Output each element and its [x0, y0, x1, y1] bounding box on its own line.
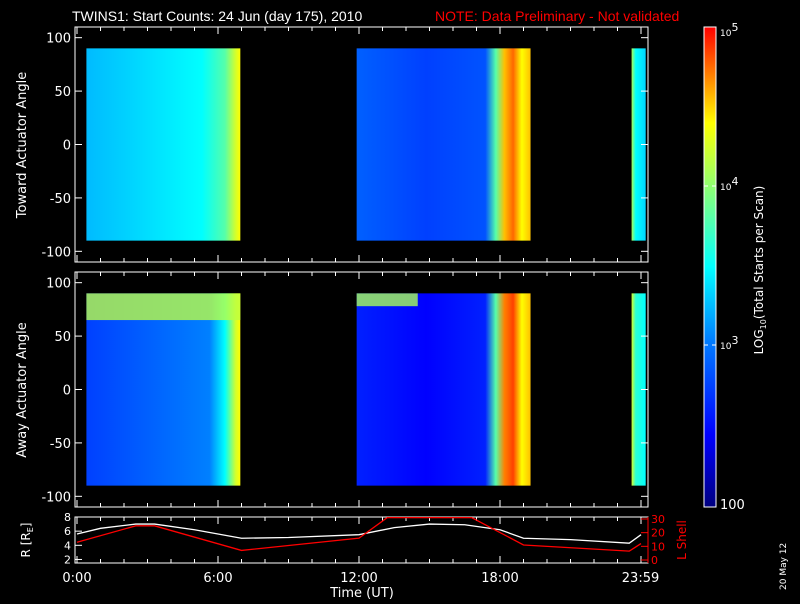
y-tick-label: 50 — [54, 85, 71, 100]
colorbar-label: LOG10(Total Starts per Scan) — [752, 186, 768, 355]
y2-tick-label: 30 — [651, 513, 665, 526]
x-tick-label: 23:59 — [622, 571, 659, 586]
ylabel-lshell: L Shell — [675, 520, 689, 560]
colorbar-tick-label: 105 — [720, 21, 738, 39]
lshell-line — [76, 517, 642, 552]
x-tick-label: 0:00 — [62, 571, 91, 586]
colorbar-tick-label: 100 — [720, 498, 745, 513]
colorbar-ticks: 105 104 103 100 — [704, 21, 745, 513]
spectrogram-band — [356, 293, 418, 307]
spectrogram-block — [86, 48, 241, 241]
y-tick-label: 2 — [64, 553, 71, 566]
toward-panel: 100 50 0 -50 -100 — [41, 26, 649, 263]
r-line — [76, 523, 642, 544]
spectrogram-block — [631, 293, 646, 486]
ylabel-toward: Toward Actuator Angle — [15, 72, 30, 219]
y2-tick-label: 10 — [651, 540, 665, 553]
x-tick-label: 18:00 — [481, 571, 518, 586]
x-tick-label: 12:00 — [340, 571, 377, 586]
label-part: LOG — [752, 329, 766, 354]
y2-tick-label: 0 — [651, 554, 658, 567]
label-part: (Total Starts per Scan) — [752, 186, 766, 320]
y-tick-label: -50 — [50, 437, 71, 452]
label-part: 10 — [759, 319, 768, 329]
y-tick-label: 100 — [46, 277, 71, 292]
y2-tick-label: 20 — [651, 527, 665, 540]
spectrogram-block — [356, 48, 531, 241]
y-tick-label: 6 — [64, 525, 71, 538]
y-tick-label: 100 — [46, 32, 71, 47]
y-tick-label: 4 — [64, 539, 71, 552]
xlabel-time: Time (UT) — [329, 586, 394, 600]
spectrogram-block — [631, 48, 646, 241]
colorbar-tick-label: 104 — [720, 175, 738, 193]
ylabel-r: R [RE] — [19, 523, 35, 558]
y-tick-label: 50 — [54, 330, 71, 345]
ylabel-away: Away Actuator Angle — [15, 322, 30, 457]
date-stamp: 20 May 12 — [779, 543, 789, 590]
y-tick-label: -100 — [41, 490, 71, 505]
chart-title: TWINS1: Start Counts: 24 Jun (day 175), … — [72, 8, 362, 24]
label-part: ] — [19, 523, 33, 528]
label-part: E — [26, 527, 35, 532]
away-panel: 100 50 0 -50 -100 — [41, 271, 649, 508]
spectrogram-band — [86, 293, 241, 321]
x-tick-label: 6:00 — [203, 571, 232, 586]
y-tick-label: 0 — [63, 384, 71, 399]
spectrogram-block — [356, 293, 531, 486]
colorbar-tick-label: 103 — [720, 334, 738, 352]
colorbar — [703, 26, 717, 508]
preliminary-note: NOTE: Data Preliminary - Not validated — [435, 8, 679, 24]
label-part: R [R — [19, 532, 33, 557]
spectrogram-block — [86, 293, 241, 486]
y-tick-label: 0 — [63, 139, 71, 154]
y-tick-label: -100 — [41, 245, 71, 260]
y-tick-label: 8 — [64, 511, 71, 524]
y-tick-label: -50 — [50, 192, 71, 207]
